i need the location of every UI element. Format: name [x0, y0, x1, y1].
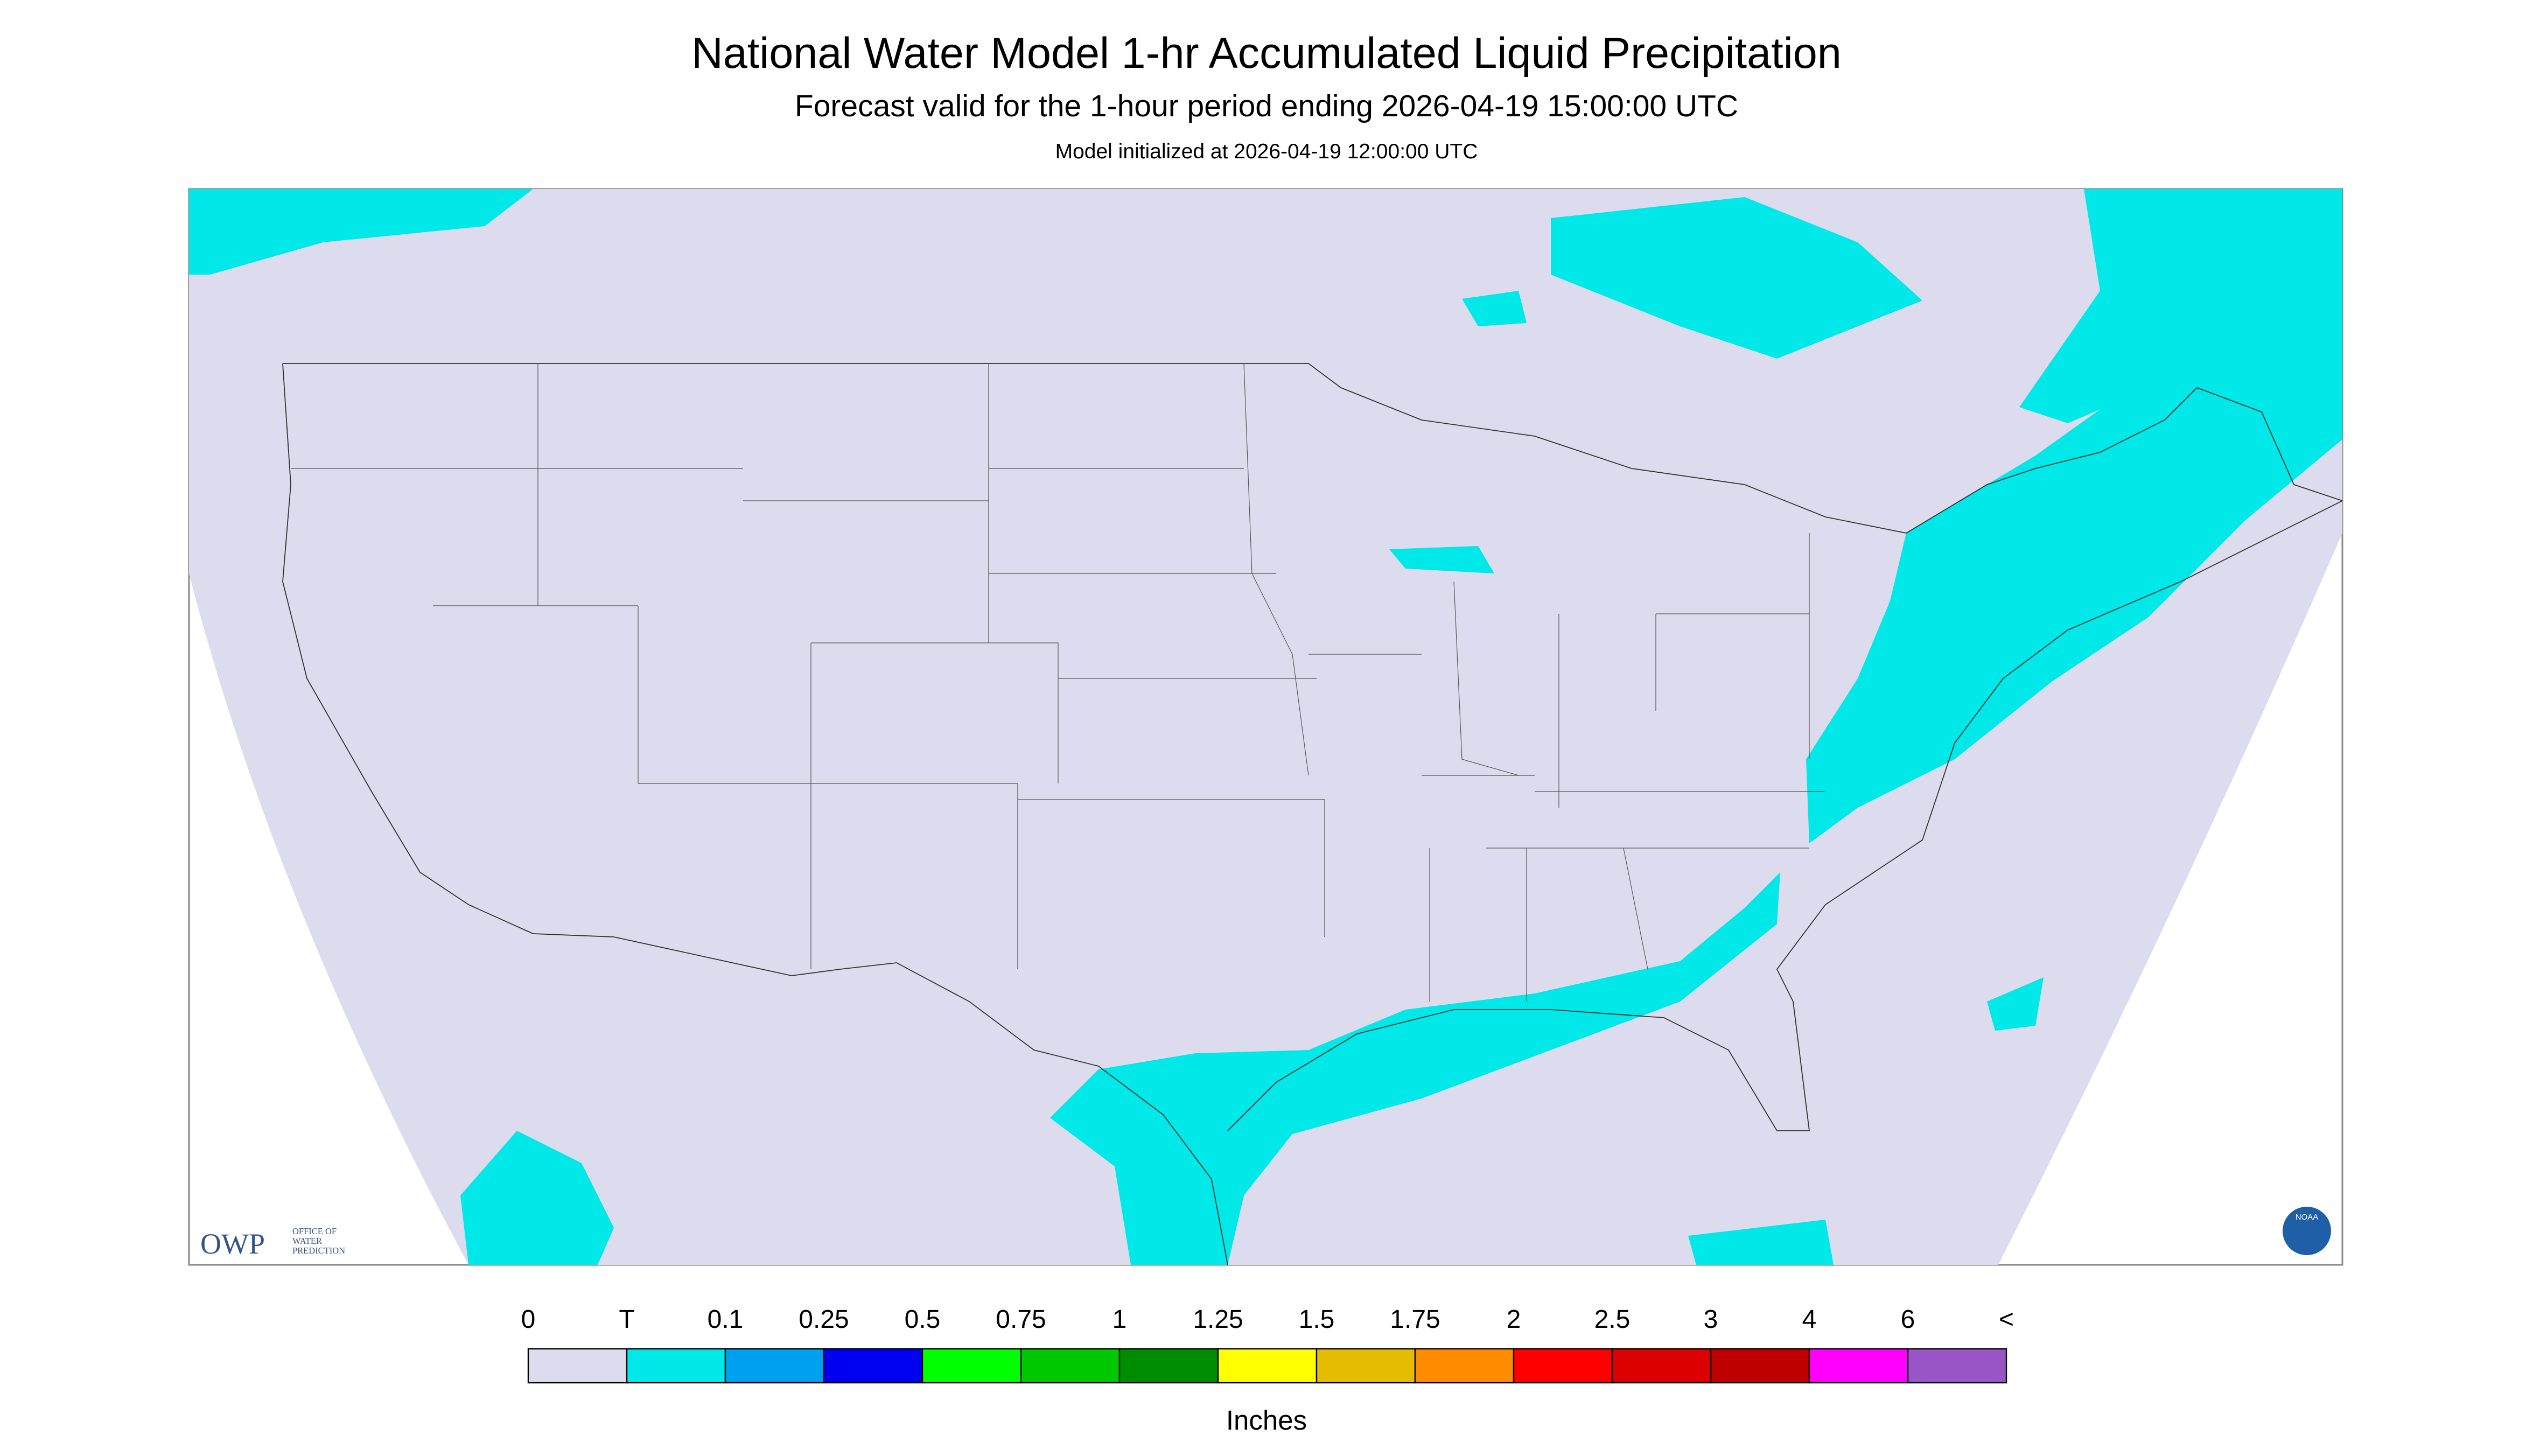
legend-label: T [619, 1305, 634, 1334]
owp-office-line: WATER [292, 1236, 322, 1246]
coast-line [282, 363, 534, 934]
precip-area [1050, 872, 1780, 1265]
noaa-text: NOAA [2296, 1213, 2319, 1222]
border-line [533, 933, 1228, 1265]
precip-area [2019, 189, 2342, 424]
legend-label: 0.5 [905, 1305, 941, 1334]
legend-swatch [626, 1348, 726, 1384]
legend-swatch [1513, 1348, 1613, 1384]
legend-swatch [1710, 1348, 1810, 1384]
legend-label: 2 [1507, 1305, 1521, 1334]
legend-swatch [1316, 1348, 1416, 1384]
precip-area [189, 189, 533, 275]
precip-area [1551, 197, 1922, 359]
legend-swatch [1118, 1348, 1219, 1384]
legend-label: 1.25 [1193, 1305, 1243, 1334]
legend-label: 0 [521, 1305, 536, 1334]
legend-label: 4 [1802, 1305, 1817, 1334]
legend-swatch [1414, 1348, 1515, 1384]
legend-swatch [921, 1348, 1022, 1384]
precip-area [460, 1131, 614, 1265]
precip-area [1806, 284, 2342, 844]
state-lines [291, 363, 1825, 1002]
legend-label: 3 [1704, 1305, 1718, 1334]
border-line [283, 363, 2343, 534]
precip-areas [189, 189, 2342, 1265]
owp-logo: OWP [200, 1228, 265, 1260]
legend-swatch [823, 1348, 923, 1384]
legend-swatch [1020, 1348, 1121, 1384]
legend-swatch [1611, 1348, 1712, 1384]
legend-label: 1.5 [1299, 1305, 1335, 1334]
precip-area [1987, 977, 2044, 1031]
precip-area [1462, 291, 1527, 327]
legend-label: 1 [1112, 1305, 1127, 1334]
precip-area [1688, 1220, 1834, 1265]
legend-unit: Inches [1226, 1405, 1307, 1436]
owp-office-line: OFFICE OF [292, 1226, 337, 1236]
subtitle: Forecast valid for the 1-hour period end… [795, 89, 1738, 123]
legend-label: 6 [1901, 1305, 1915, 1334]
legend-swatch [1217, 1348, 1318, 1384]
boundaries [282, 363, 2343, 1265]
legend-label: 0.75 [996, 1305, 1046, 1334]
legend-label: 0.25 [799, 1305, 849, 1334]
owp-office-line: PREDICTION [292, 1245, 345, 1256]
noaa-logo [2283, 1207, 2331, 1256]
legend: 0 T 0.1 0.25 0.5 0.75 1 1.25 1.5 1.75 2 2.5 3 4 6 < [521, 1305, 2014, 1384]
legend-swatch [1907, 1348, 2007, 1384]
legend-swatch [724, 1348, 825, 1384]
title: National Water Model 1-hr Accumulated Li… [691, 29, 1842, 78]
legend-label: 1.75 [1390, 1305, 1440, 1334]
legend-swatch [1808, 1348, 1909, 1384]
legend-label: 2.5 [1594, 1305, 1631, 1334]
init-note: Model initialized at 2026-04-19 12:00:00… [1055, 140, 1478, 163]
legend-label: < [1999, 1305, 2014, 1334]
precip-area [1389, 546, 1494, 574]
legend-label: 0.1 [708, 1305, 744, 1334]
legend-swatch [527, 1348, 628, 1384]
model-domain [189, 189, 2342, 1265]
coast-line [1227, 500, 2343, 1131]
